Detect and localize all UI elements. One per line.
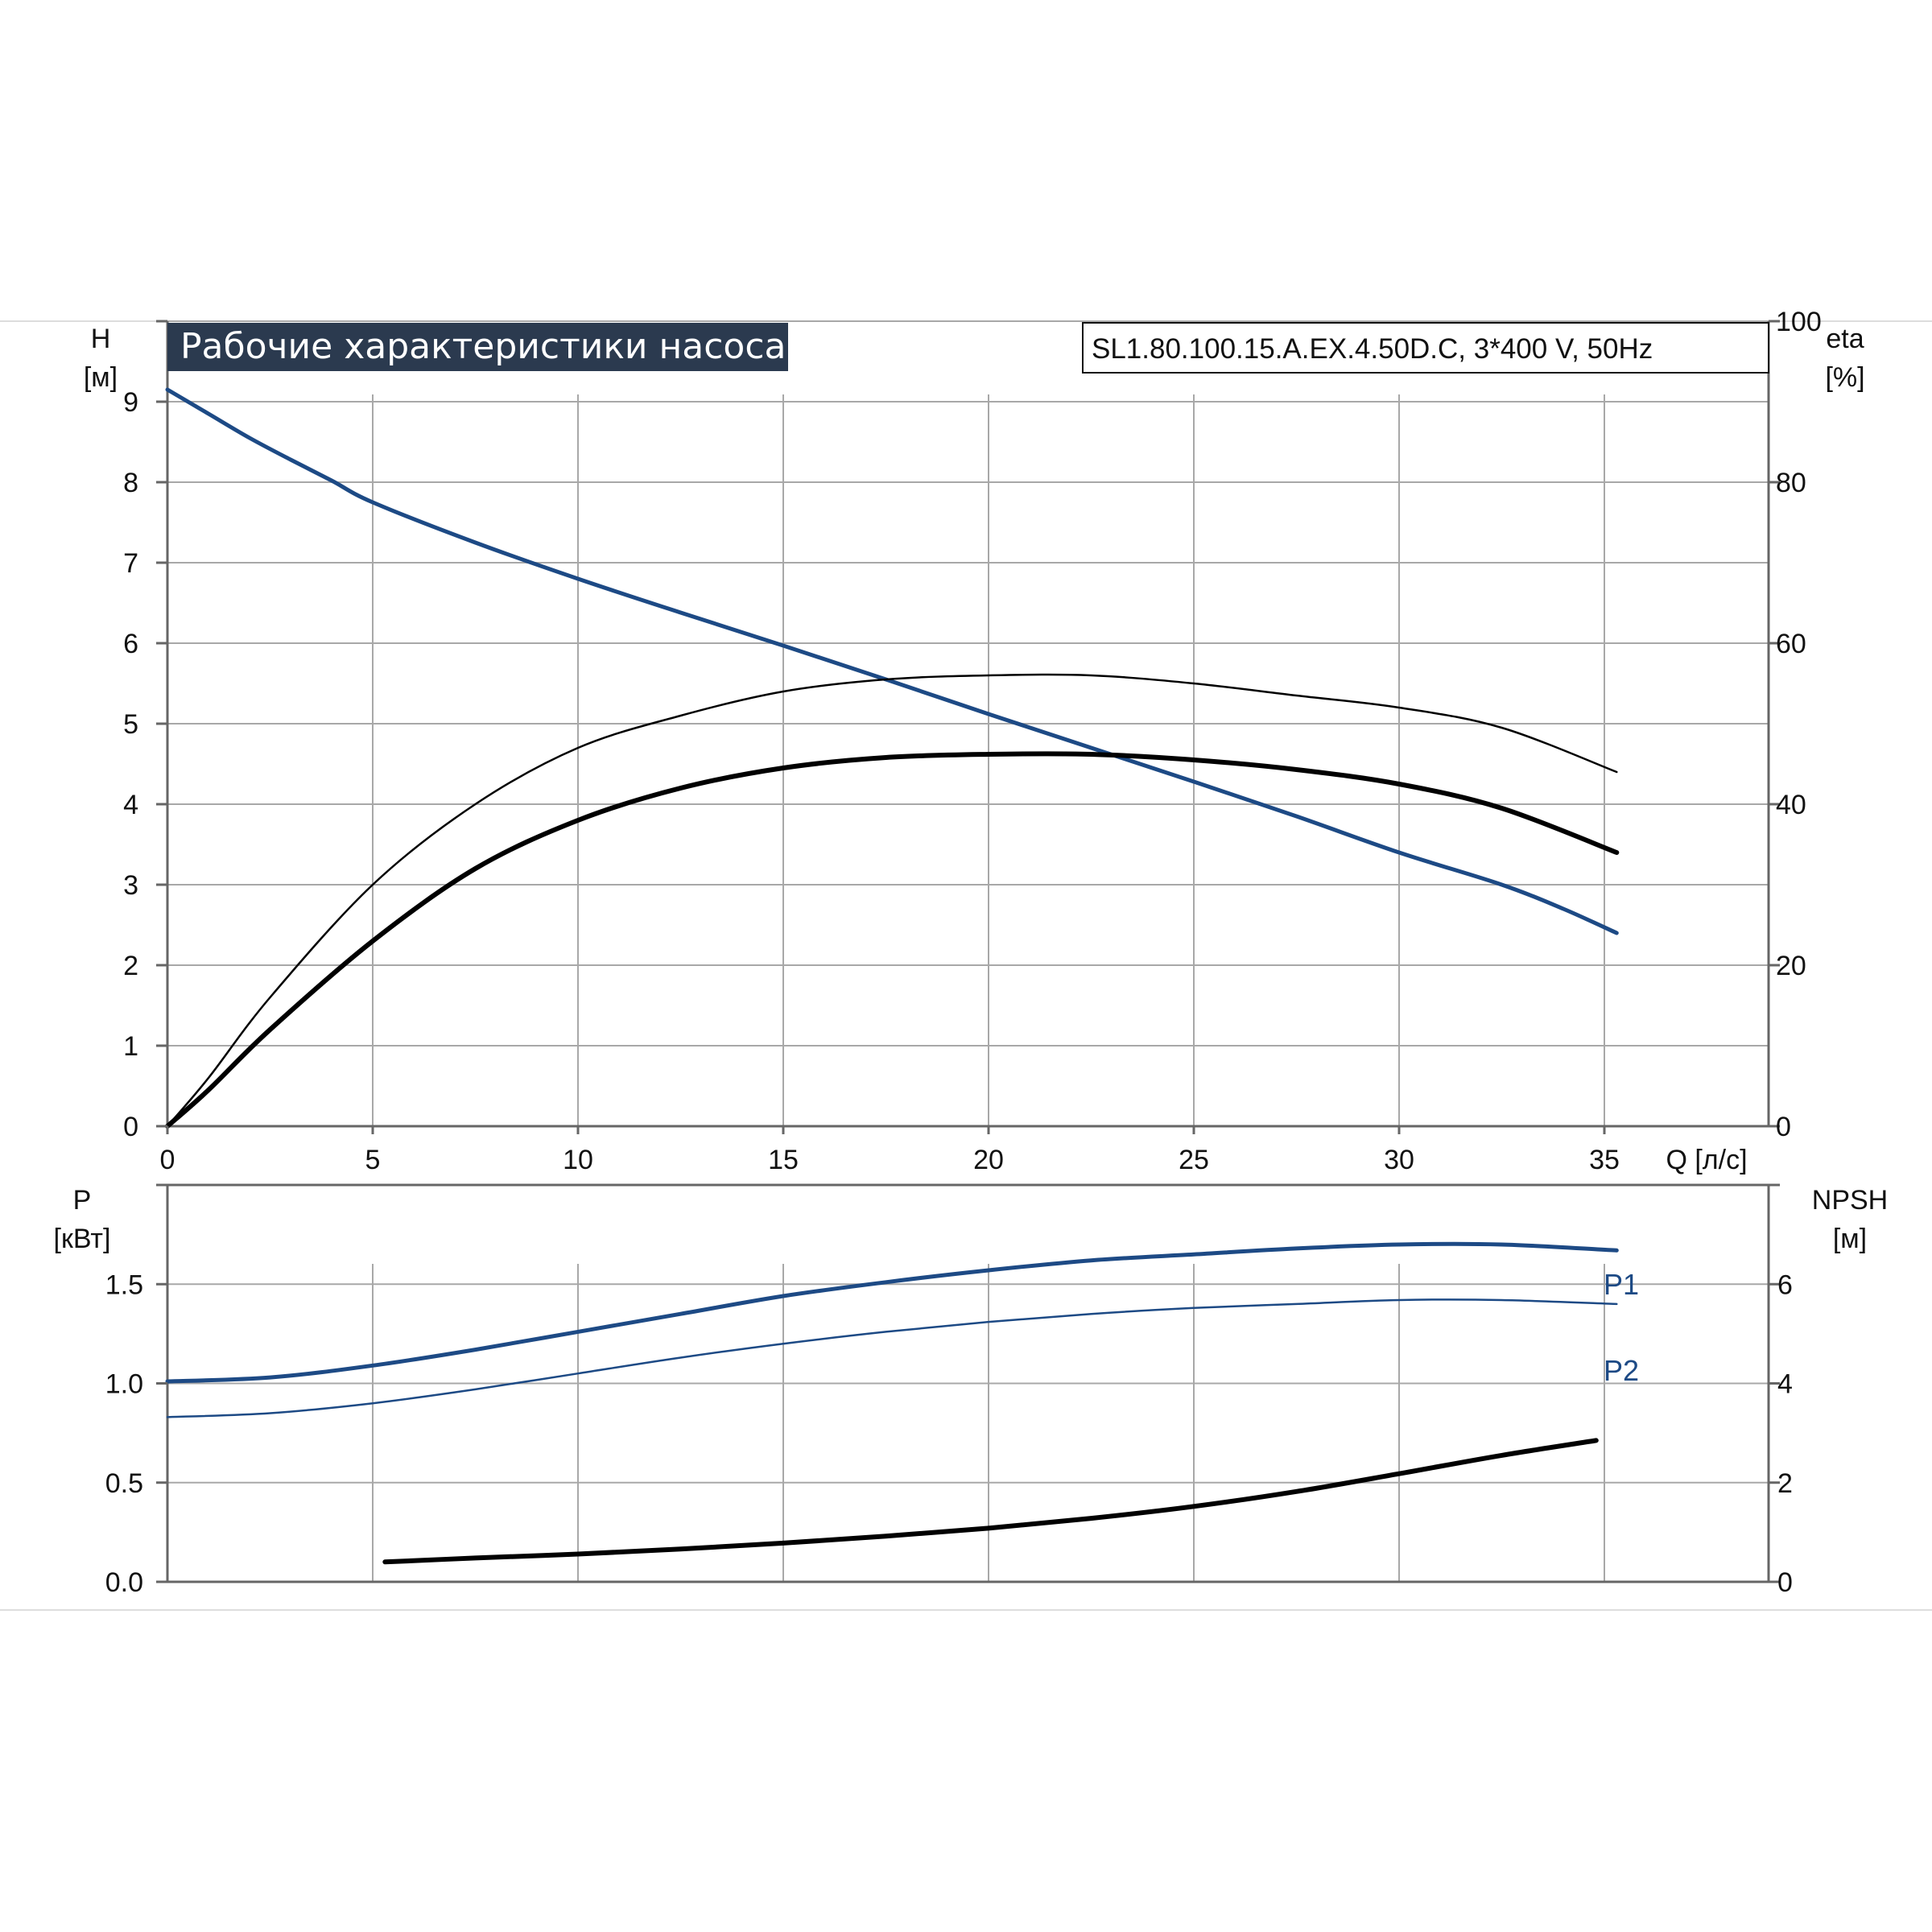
tick-label-left-bottom: 1.0	[105, 1369, 143, 1400]
tick-label-right-top: 20	[1776, 951, 1806, 981]
tick-label-left-top: 6	[123, 629, 138, 659]
tick-label-x: 35	[1589, 1145, 1620, 1175]
tick-label-right-bottom: 0	[1777, 1567, 1793, 1598]
tick-label-right-top: 60	[1776, 629, 1806, 659]
tick-label-left-top: 9	[123, 387, 138, 418]
tick-label-left-top: 4	[123, 790, 138, 820]
tick-label-left-bottom: 0.5	[105, 1468, 143, 1499]
tick-label-left-bottom: 1.5	[105, 1269, 143, 1300]
tick-label-left-top: 1	[123, 1031, 138, 1062]
tick-label-x: 20	[973, 1145, 1004, 1175]
bottom-left-axis-unit: [кВт]	[54, 1224, 111, 1254]
top-series-0-line	[165, 387, 1619, 935]
tick-label-left-top: 0	[123, 1112, 138, 1142]
bottom-right-axis-unit: [м]	[1833, 1224, 1867, 1254]
top-right-axis-unit: [%]	[1825, 362, 1864, 393]
tick-label-left-top: 7	[123, 548, 138, 579]
bottom-left-axis-label: P	[73, 1185, 92, 1216]
tick-label-left-top: 2	[123, 951, 138, 981]
top-right-axis-label: eta	[1826, 324, 1864, 354]
top-series-1-line	[166, 673, 1618, 1128]
top-left-axis-label: H	[91, 324, 111, 354]
tick-label-right-top: 0	[1776, 1112, 1791, 1142]
bottom-series-0-line	[165, 1241, 1619, 1384]
tick-label-right-bottom: 6	[1777, 1269, 1793, 1300]
x-axis-label: Q [л/с]	[1666, 1145, 1747, 1175]
curves-layer	[165, 387, 1620, 1565]
series-label-p2: P2	[1604, 1354, 1639, 1387]
chart-title-box	[167, 323, 788, 371]
model-label: SL1.80.100.15.A.EX.4.50D.C, 3*400 V, 50H…	[1092, 333, 1653, 365]
model-label-box	[1082, 322, 1769, 374]
bottom-series-1-line	[166, 1298, 1618, 1418]
chart-title: Рабочие характеристики насоса	[180, 326, 786, 367]
bottom-right-axis-label: NPSH	[1812, 1185, 1888, 1216]
tick-label-left-bottom: 0.0	[105, 1567, 143, 1598]
tick-label-right-bottom: 4	[1777, 1369, 1793, 1400]
grid-layer	[167, 320, 1769, 1582]
tick-label-right-bottom: 2	[1777, 1468, 1793, 1499]
tick-label-right-top: 40	[1776, 790, 1806, 820]
tick-label-x: 25	[1179, 1145, 1209, 1175]
axes-layer	[166, 321, 1770, 1583]
tick-label-left-top: 5	[123, 709, 138, 740]
tick-label-x: 15	[768, 1145, 799, 1175]
tick-label-x: 5	[365, 1145, 381, 1175]
tick-label-x: 30	[1384, 1145, 1414, 1175]
tick-label-x: 0	[160, 1145, 175, 1175]
top-left-axis-unit: [м]	[84, 362, 118, 393]
tick-label-right-top: 80	[1776, 468, 1806, 498]
tick-label-left-top: 3	[123, 870, 138, 901]
tick-label-left-top: 8	[123, 468, 138, 498]
series-label-p1: P1	[1604, 1268, 1639, 1301]
top-series-2-line	[165, 751, 1620, 1129]
tick-label-right-top: 100	[1776, 307, 1822, 337]
bottom-series-2-line	[382, 1438, 1599, 1565]
tick-label-x: 10	[563, 1145, 593, 1175]
